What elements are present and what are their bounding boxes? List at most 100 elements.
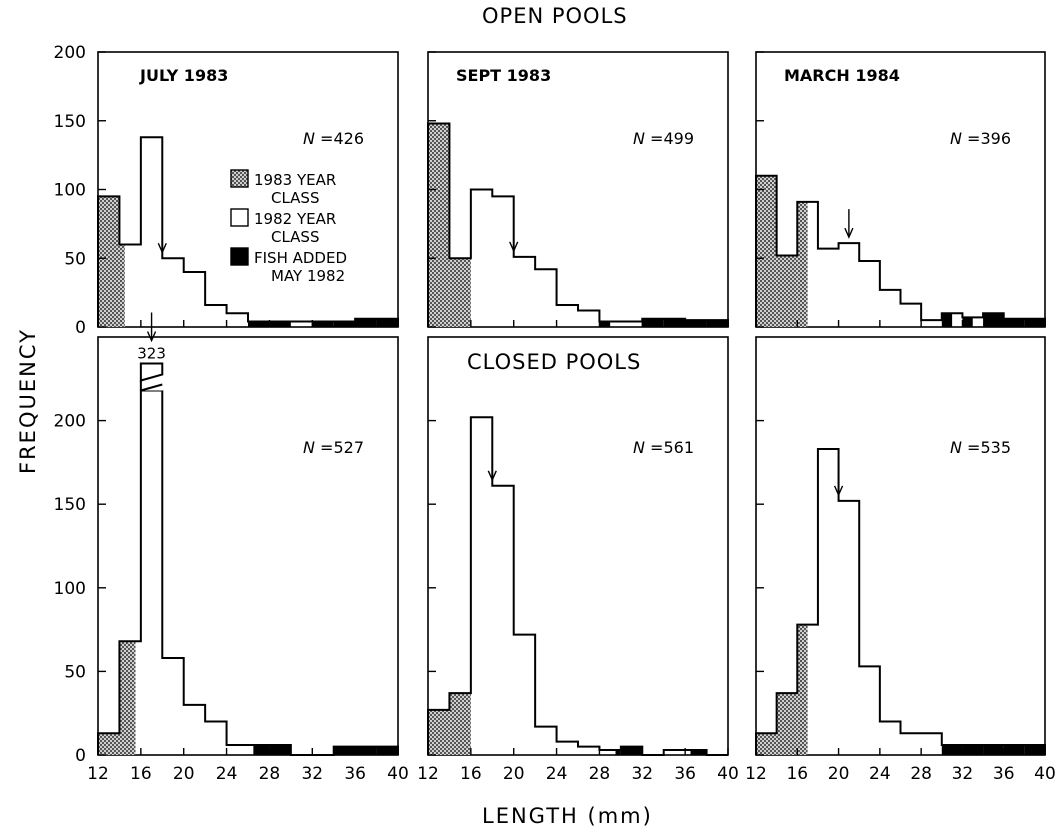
legend-sublabel-added: MAY 1982 [271,267,345,285]
x-tick-label: 16 [130,764,152,784]
panel-title: MARCH 1984 [784,66,900,85]
bar-fish-added [941,744,963,755]
mode-arrow-head [487,470,497,482]
bar-fish-added [620,746,643,755]
bar-fish-added [1024,744,1045,755]
bar-fish-added [663,318,686,327]
bar-break-line [140,383,163,392]
legend-swatch-y1982 [230,208,249,227]
sample-size-label: N =561 [633,438,694,457]
bar-fish-added [642,318,664,327]
bar-fish-added [941,313,953,327]
bar-fish-added [312,321,334,327]
mode-arrow-head [844,227,854,239]
x-axis-label: LENGTH (mm) [482,804,653,828]
x-tick-label: 36 [674,764,696,784]
bar-fish-added [376,318,398,327]
histogram-outline [755,174,1046,327]
bar-1983-year-class [98,733,120,755]
bar-1983-year-class [119,641,136,755]
panel-frame [97,51,399,328]
y-tick-label: 100 [54,181,86,201]
x-tick-label: 28 [589,764,611,784]
x-tick-label: 12 [745,764,767,784]
legend-label-y1982: 1982 YEAR [254,210,336,228]
panel-title: SEPT 1983 [456,66,551,85]
sample-size-label: N =535 [950,438,1011,457]
bar-fish-added [983,313,1004,327]
bar-1983-year-class [797,624,808,755]
mode-arrow-head [146,331,157,343]
histogram-outline [427,122,729,327]
bar-fish-added [253,744,270,755]
y-tick-label: 150 [54,112,86,132]
y-tick-label: 50 [64,662,86,682]
bar-1983-year-class [797,201,808,327]
bar-1983-year-class [756,175,777,327]
x-tick-label: 12 [87,764,109,784]
bar-fish-added [269,321,291,327]
x-tick-label: 20 [828,764,850,784]
legend-sublabel-y1983: CLASS [271,189,319,207]
bar-fish-added [599,321,611,327]
y-tick-label: 100 [54,579,86,599]
bar-fish-added [706,320,728,327]
mode-arrow-head [509,241,519,253]
y-tick-label: 200 [54,43,86,63]
legend-swatch-added [230,247,249,266]
bar-fish-added [615,749,621,755]
x-tick-label: 36 [993,764,1015,784]
bar-fish-added [1024,318,1045,327]
x-tick-label: 20 [173,764,195,784]
y-tick-label: 200 [54,412,86,432]
x-tick-label: 12 [417,764,439,784]
x-tick-label: 32 [301,764,323,784]
bar-fish-added [376,746,398,755]
x-tick-label: 32 [631,764,653,784]
x-tick-label: 24 [869,764,891,784]
open-pools-title: OPEN POOLS [482,4,628,28]
bar-1983-year-class [756,733,777,755]
bar-1983-year-class [98,196,120,327]
sample-size-label: N =396 [950,129,1011,148]
bar-fish-added [1003,318,1025,327]
bar-fish-added [355,746,377,755]
x-tick-label: 36 [344,764,366,784]
x-tick-label: 16 [460,764,482,784]
x-tick-label: 20 [503,764,525,784]
bar-break-label: 323 [137,345,166,363]
bar-1983-year-class [449,258,471,327]
x-tick-label: 16 [786,764,808,784]
legend-label-y1983: 1983 YEAR [254,171,336,189]
histogram-outline [427,416,728,756]
bar-fish-added [248,321,270,327]
sample-size-label: N =499 [633,129,694,148]
bar-1983-year-class [449,693,471,755]
sample-size-label: N =426 [303,129,364,148]
bar-1983-year-class [428,123,450,327]
bar-fish-added [690,749,707,755]
legend-swatch-y1983 [230,169,249,188]
panel-frame [97,336,399,756]
x-tick-label: 40 [387,764,409,784]
bar-1983-year-class [776,693,798,755]
x-tick-label: 40 [1034,764,1056,784]
histogram-outline [97,389,399,756]
histogram-outline [755,448,1046,755]
bar-fish-added [1003,744,1025,755]
closed-pools-title: CLOSED POOLS [467,350,642,374]
mode-arrow-head [833,485,844,497]
y-tick-label: 150 [54,495,86,515]
panel-frame [755,336,1046,756]
x-tick-label: 40 [717,764,739,784]
mode-arrow-head [157,242,167,254]
legend-sublabel-y1982: CLASS [271,228,319,246]
bar-fish-added [355,318,377,327]
bar-break-top [139,362,164,382]
sample-size-label: N =527 [303,438,364,457]
bar-1983-year-class [119,244,125,327]
bar-fish-added [333,321,356,327]
bar-1983-year-class [428,709,450,755]
bar-fish-added [685,320,707,327]
